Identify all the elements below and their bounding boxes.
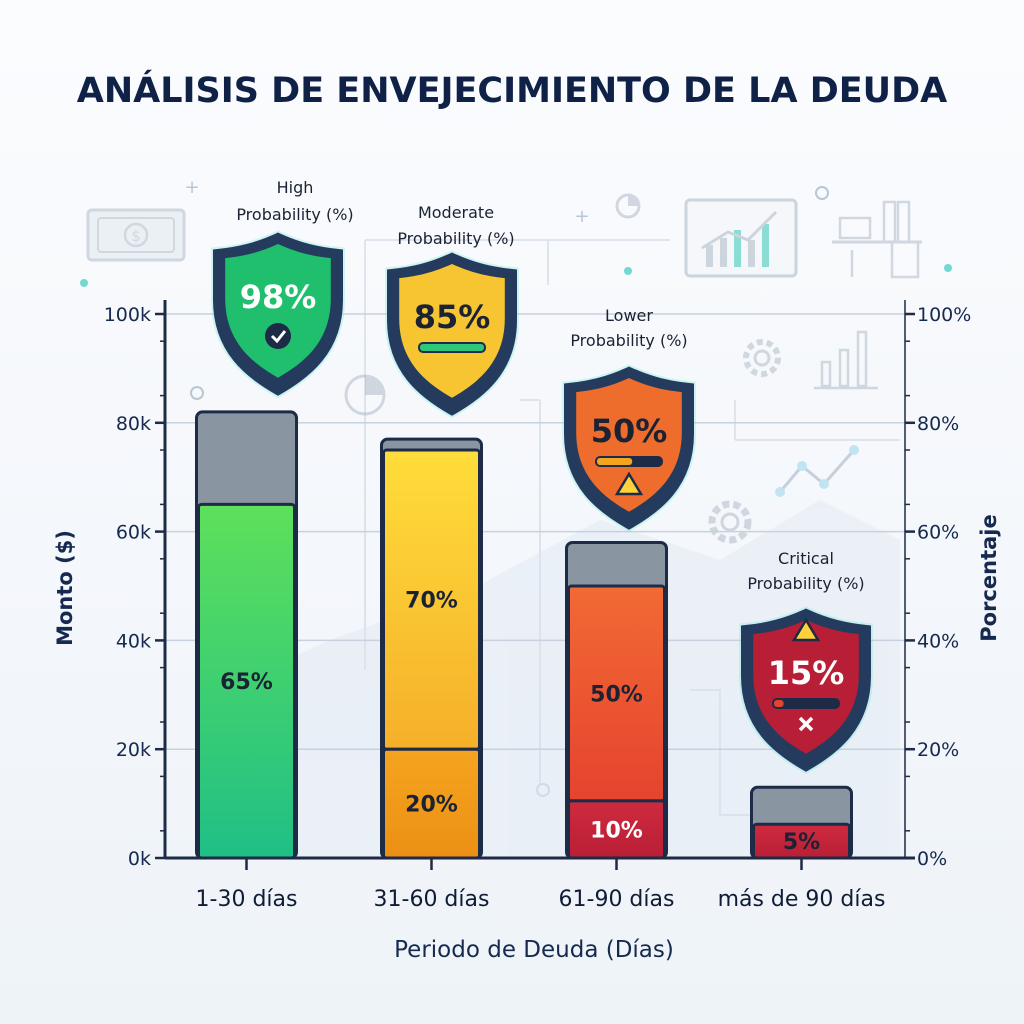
y-tick-label: 80k [116, 413, 151, 435]
category-label: 31-60 días [374, 887, 490, 912]
pie-icon [344, 193, 641, 416]
segment-label: 20% [405, 793, 458, 818]
y2-tick-label: 40% [917, 630, 959, 652]
segment-label: 10% [590, 818, 643, 843]
category-label: 61-90 días [559, 887, 675, 912]
badge-value: 15% [768, 654, 845, 692]
y2-tick-label: 0% [917, 848, 947, 870]
shield-icon [753, 620, 859, 754]
probability-badge: 98% [211, 230, 345, 399]
x-axis-title: Periodo de Deuda (Días) [394, 937, 674, 963]
y2-tick-label: 60% [917, 522, 959, 544]
shield-icon [576, 378, 682, 512]
gear-icon [708, 339, 781, 544]
y-tick-label: 0k [128, 848, 151, 870]
segment-label: 70% [405, 589, 458, 614]
probability-badge: 85% [385, 250, 519, 419]
tick-labels: 0k 0% 20k 20% 40k 40% 60k 60% 80k 80% 100k 100% [104, 304, 972, 870]
svg-text:+: + [574, 206, 589, 227]
progress-track [772, 698, 840, 709]
probability-badges: 98% High Probability (%) 85% Moderate Probabi… [211, 178, 873, 775]
progress-fill [597, 458, 633, 465]
check-icon [265, 323, 291, 349]
category-labels: 1-30 días 31-60 días 61-90 días más de 90 d… [196, 887, 886, 912]
warning-icon [791, 617, 821, 642]
bar-chart-icon [814, 330, 878, 390]
y-axis-title: Monto ($) [53, 530, 77, 646]
y-tick-label: 100k [104, 304, 151, 326]
segment-label: 5% [783, 830, 820, 855]
badge-value: 85% [414, 298, 491, 336]
badge-title-line1: Lower [605, 306, 653, 325]
badge-value: 98% [240, 278, 317, 316]
y2-tick-label: 80% [917, 413, 959, 435]
badge-title-line1: Critical [778, 549, 834, 568]
svg-text:$: $ [131, 227, 141, 245]
y-tick-label: 40k [116, 630, 151, 652]
probability-badge: 15% [739, 606, 873, 775]
monitor-chart-icon [684, 198, 798, 278]
shield-icon [225, 244, 331, 378]
y2-axis-title: Porcentaje [977, 514, 1001, 641]
axes-layer [155, 300, 915, 870]
badge-title-line2: Probability (%) [236, 205, 353, 224]
chart-title: ANÁLISIS DE ENVEJECIMIENTO DE LA DEUDA [77, 69, 948, 111]
bars-layer: 65% 70% 20% 50% 10% 5% [195, 410, 853, 860]
badge-title-line2: Probability (%) [747, 574, 864, 593]
badge-value: 50% [591, 412, 668, 450]
y2-tick-label: 20% [917, 739, 959, 761]
check-mark [270, 330, 287, 344]
badge-title-line2: Probability (%) [397, 229, 514, 248]
progress-fill [420, 344, 484, 351]
y-tick-label: 20k [116, 739, 151, 761]
money-icon: $ [86, 208, 186, 262]
probability-badge: 50% [562, 364, 696, 533]
shield-icon [399, 264, 505, 398]
y2-tick-label: 100% [917, 304, 971, 326]
badge-title-line1: High [277, 178, 314, 197]
close-icon [798, 716, 814, 732]
background-decor [200, 239, 900, 860]
desk-icon [832, 200, 922, 279]
category-label: 1-30 días [196, 887, 298, 912]
badge-title-line2: Probability (%) [570, 331, 687, 350]
category-label: más de 90 días [718, 887, 886, 912]
progress-fill [774, 700, 784, 707]
badge-title-line1: Moderate [418, 203, 494, 222]
sparkle-dots: + + [80, 177, 952, 400]
segment-label: 65% [220, 670, 273, 695]
segment-label: 50% [590, 682, 643, 707]
svg-text:+: + [184, 177, 199, 198]
warning-icon [614, 471, 644, 496]
trend-line-icon [775, 445, 859, 497]
y-tick-label: 60k [116, 522, 151, 544]
